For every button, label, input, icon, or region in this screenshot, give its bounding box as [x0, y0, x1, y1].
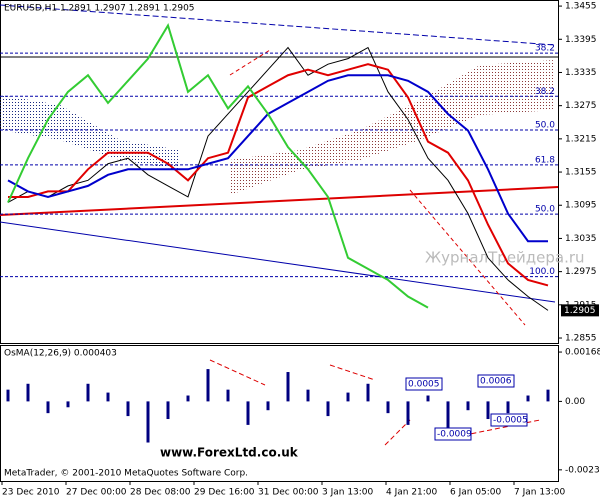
osma-bar — [166, 401, 170, 420]
osma-bar — [66, 401, 70, 408]
divergence-line — [384, 419, 411, 446]
y-tick-label: 0.00 — [565, 397, 585, 407]
osma-bar — [326, 401, 330, 417]
divergence-line — [409, 189, 526, 326]
osma-bar — [466, 401, 470, 411]
y-tick-label: 1.3095 — [565, 201, 597, 211]
y-tick-label: 1.3275 — [565, 101, 597, 111]
osma-bar — [526, 395, 530, 402]
fib-label: 61.8 — [535, 155, 555, 165]
osma-bar — [286, 372, 290, 402]
series-line — [7, 74, 548, 243]
copyright: MetaTrader, © 2001-2010 MetaQuotes Softw… — [4, 469, 248, 479]
cloud — [230, 60, 555, 195]
annotation-box — [434, 427, 472, 441]
osma-bar — [46, 401, 50, 414]
osma-bar — [246, 401, 250, 425]
annotation: 0.0005 — [408, 380, 440, 390]
osma-panel — [0, 345, 559, 482]
y-tick-label: 1.3395 — [565, 35, 597, 45]
trend-line — [0, 4, 556, 46]
series-line — [8, 63, 549, 287]
osma-bar — [306, 389, 310, 402]
osma-bar — [186, 395, 190, 402]
cloud — [0, 95, 180, 170]
osma-bar — [346, 392, 350, 402]
fib-label: 50.0 — [535, 205, 555, 215]
osma-bar — [6, 389, 10, 402]
osma-bar — [266, 401, 270, 411]
y-tick-label: 1.2975 — [565, 267, 597, 277]
osma-bar — [406, 401, 410, 425]
x-tick-label: 31 Dec 00:00 — [258, 488, 319, 498]
x-tick-label: 7 Jan 13:00 — [514, 488, 566, 498]
annotation: -0.0009 — [437, 430, 472, 440]
x-tick-label: 28 Dec 08:00 — [130, 488, 191, 498]
y-tick-label: 1.2855 — [565, 334, 597, 344]
annotation-box — [405, 377, 443, 391]
x-tick-label: 3 Jan 13:00 — [322, 488, 374, 498]
trend-line — [0, 221, 556, 303]
osma-bar — [106, 392, 110, 402]
osma-bar — [206, 369, 210, 402]
annotation: 0.0006 — [480, 377, 512, 387]
chart-title: EURUSD,H1 1.2891 1.2907 1.2891 1.2905 — [4, 4, 195, 14]
y-tick-label: -0.00233 — [565, 465, 600, 475]
x-tick-label: 23 Dec 2010 — [2, 488, 60, 498]
series-line — [7, 46, 549, 311]
annotation-box — [477, 374, 515, 388]
x-tick-label: 29 Dec 16:00 — [194, 488, 255, 498]
fib-label: 100.0 — [529, 267, 555, 277]
osma-bar — [86, 383, 90, 402]
osma-bar — [226, 389, 230, 402]
osma-bar — [506, 401, 510, 414]
osma-bar — [426, 395, 430, 402]
y-tick-label: 1.3455 — [565, 2, 597, 12]
osma-bar — [366, 383, 370, 402]
osma-bar — [26, 383, 30, 402]
annotation-box — [490, 413, 528, 427]
y-tick-label: 1.3155 — [565, 168, 597, 178]
y-tick-label: 1.3335 — [565, 68, 597, 78]
divergence-line — [229, 49, 271, 76]
divergence-line — [209, 359, 266, 386]
annotation: -0.0005 — [493, 416, 528, 426]
osma-bar — [146, 401, 150, 443]
price-label: 1.2905 — [564, 306, 596, 316]
y-tick-label: 1.3035 — [565, 234, 597, 244]
y-tick-label: 0.00168 — [565, 348, 600, 358]
fib-label: 38.2 — [535, 87, 555, 97]
trend-line — [0, 186, 559, 216]
osma-bar — [486, 401, 490, 420]
x-tick-label: 6 Jan 05:00 — [450, 488, 502, 498]
x-tick-label: 27 Dec 00:00 — [66, 488, 127, 498]
osma-bar — [546, 389, 550, 402]
osma-bar — [386, 401, 390, 414]
series-line — [7, 23, 429, 309]
osma-bar — [446, 401, 450, 431]
price-box — [561, 304, 599, 317]
indicator-title: OsMA(12,26,9) 0.000403 — [4, 349, 117, 359]
y-tick-label: 1.3215 — [565, 134, 597, 144]
fib-label: 38.2 — [535, 44, 555, 54]
osma-bar — [126, 401, 130, 417]
site-label: www.ForexLtd.co.uk — [160, 446, 299, 460]
fib-label: 50.0 — [535, 121, 555, 131]
x-tick-label: 4 Jan 21:00 — [386, 488, 438, 498]
